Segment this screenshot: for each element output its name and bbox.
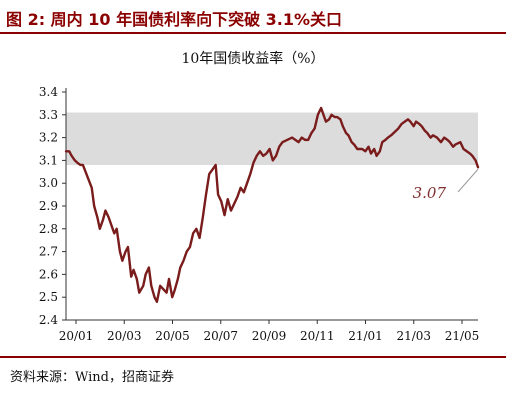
chart-title: 10年国债收益率（%） bbox=[181, 51, 325, 67]
y-tick-label: 3.3 bbox=[39, 108, 58, 122]
y-tick-label: 2.8 bbox=[39, 222, 58, 236]
figure-header: 图 2: 周内 10 年国债利率向下突破 3.1%关口 bbox=[0, 0, 506, 34]
x-tick-label: 20/09 bbox=[252, 329, 287, 343]
source-note: 资料来源：Wind，招商证券 bbox=[10, 370, 174, 385]
series-line bbox=[64, 106, 480, 303]
y-tick-label: 3.0 bbox=[39, 176, 58, 190]
y-tick-label: 2.6 bbox=[39, 267, 58, 281]
footer-divider bbox=[0, 356, 506, 358]
x-tick-label: 21/05 bbox=[445, 329, 480, 343]
y-tick-label: 3.4 bbox=[39, 85, 58, 99]
last-value-leader bbox=[457, 168, 479, 193]
x-tick-label: 20/07 bbox=[203, 329, 238, 343]
last-value-label: 3.07 bbox=[413, 184, 447, 202]
x-tick-label: 21/01 bbox=[348, 329, 383, 343]
y-tick-label: 3.1 bbox=[39, 153, 58, 167]
x-tick-label: 20/11 bbox=[300, 329, 335, 343]
x-tick-label: 20/05 bbox=[155, 329, 190, 343]
x-tick-label: 20/01 bbox=[59, 329, 94, 343]
x-tick-label: 21/03 bbox=[396, 329, 431, 343]
y-tick-label: 2.5 bbox=[39, 290, 58, 304]
y-tick-label: 2.7 bbox=[39, 245, 58, 259]
y-tick-label: 2.4 bbox=[39, 313, 58, 327]
figure-title: 图 2: 周内 10 年国债利率向下突破 3.1%关口 bbox=[6, 10, 343, 29]
x-tick-label: 20/03 bbox=[107, 329, 142, 343]
y-tick-label: 3.2 bbox=[39, 131, 58, 145]
y-tick-label: 2.9 bbox=[39, 199, 58, 213]
